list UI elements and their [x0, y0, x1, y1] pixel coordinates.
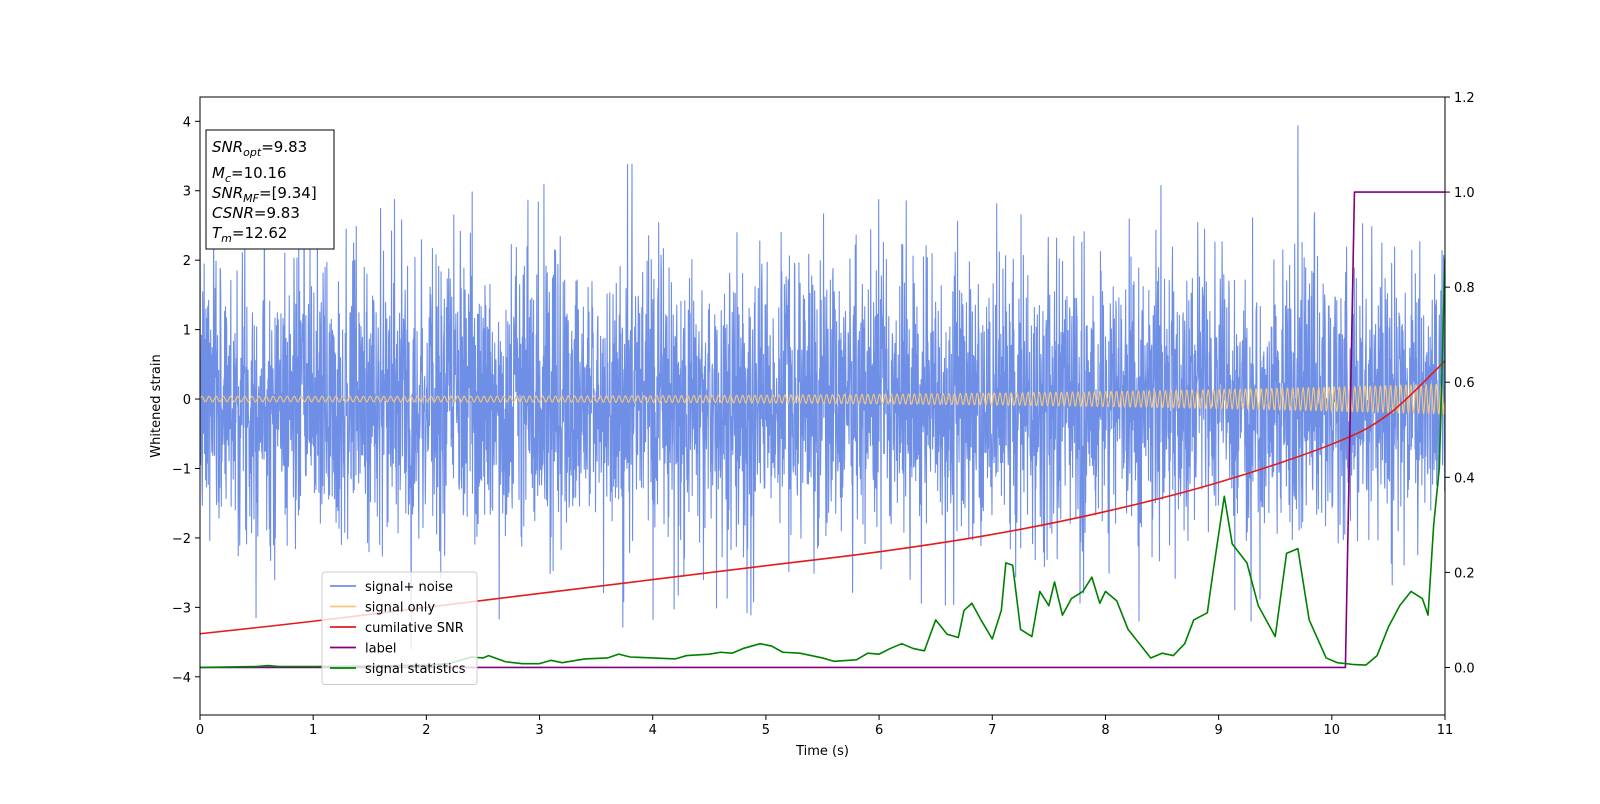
y-left-tick-label: −1 — [172, 462, 191, 477]
y-right-tick-label: 1.0 — [1454, 186, 1475, 201]
info-box-subscript: m — [221, 232, 232, 245]
y-right-tick-label: 0.8 — [1454, 281, 1475, 296]
x-tick-label: 7 — [988, 723, 996, 738]
x-axis-label: Time (s) — [795, 744, 849, 759]
info-box: SNRopt=9.83Mc=10.16SNRMF=[9.34]CSNR=9.83… — [205, 129, 335, 250]
y-left-tick-label: −4 — [172, 671, 191, 686]
info-box-line: Mc=10.16 — [212, 164, 287, 185]
x-tick-label: 4 — [649, 723, 657, 738]
info-box-line: SNRopt=9.83 — [212, 138, 307, 159]
info-box-symbol: M — [212, 164, 225, 182]
info-box-line: CSNR=9.83 — [212, 204, 300, 222]
y-left-tick-label: 4 — [183, 115, 191, 130]
legend-frame — [321, 571, 478, 685]
info-box-symbol: CSNR — [212, 204, 254, 222]
legend-entry-label: signal only — [365, 601, 435, 616]
x-tick-label: 11 — [1437, 723, 1454, 738]
info-box-value: =12.62 — [232, 224, 288, 242]
x-tick-label: 2 — [422, 723, 430, 738]
legend-entry-label: signal+ noise — [365, 580, 453, 595]
y-left-tick-label: 3 — [183, 185, 191, 200]
info-box-frame — [205, 129, 335, 250]
y-left-tick-label: 2 — [183, 254, 191, 269]
y-right-tick-label: 0.0 — [1454, 661, 1475, 676]
info-box-symbol: SNR — [212, 138, 243, 156]
info-box-subscript: opt — [243, 146, 262, 159]
x-tick-label: 8 — [1101, 723, 1109, 738]
info-box-line: Tm=12.62 — [212, 224, 287, 245]
x-tick-label: 3 — [535, 723, 543, 738]
info-box-value: =[9.34] — [259, 184, 317, 202]
info-box-value: =9.83 — [254, 204, 300, 222]
y-left-tick-label: −2 — [172, 532, 191, 547]
legend-entry-label: signal statistics — [365, 662, 466, 677]
info-box-value: =9.83 — [261, 138, 307, 156]
series-line-signal-statistics — [200, 258, 1445, 669]
legend: signal+ noise signal only cumilative SNR la… — [321, 571, 478, 685]
y-right-tick-label: 0.6 — [1454, 376, 1475, 391]
info-box-symbol: T — [212, 224, 223, 242]
series-line-signal-noise — [200, 125, 1445, 650]
axes-layer: 0 1 2 3 4 5 6 7 8 9 10 1143210−1−2−3−41.21.00.80.60… — [149, 91, 1475, 759]
y-left-tick-label: 1 — [183, 324, 191, 339]
x-tick-label: 0 — [196, 723, 204, 738]
series-line-signal-only — [200, 383, 1445, 415]
legend-entry-label: label — [365, 642, 396, 657]
info-box-subscript: c — [225, 172, 231, 185]
y-left-tick-label: 0 — [183, 393, 191, 408]
legend-entry-label: cumilative SNR — [365, 621, 464, 636]
series-line-label — [200, 191, 1445, 669]
plot-area-frame — [199, 96, 1446, 716]
x-tick-label: 9 — [1214, 723, 1222, 738]
y-left-tick-label: −3 — [172, 601, 191, 616]
y-right-tick-label: 0.4 — [1454, 471, 1475, 486]
info-box-subscript: MF — [243, 192, 259, 205]
y-axis-label: Whitened strain — [149, 354, 164, 457]
y-right-tick-label: 1.2 — [1454, 91, 1475, 106]
info-box-value: =10.16 — [231, 164, 287, 182]
x-tick-label: 1 — [309, 723, 317, 738]
x-tick-label: 5 — [762, 723, 770, 738]
x-tick-label: 10 — [1324, 723, 1341, 738]
info-box-symbol: SNR — [212, 184, 243, 202]
y-right-tick-label: 0.2 — [1454, 566, 1475, 581]
x-tick-label: 6 — [875, 723, 883, 738]
info-box-line: SNRMF=[9.34] — [212, 184, 317, 205]
